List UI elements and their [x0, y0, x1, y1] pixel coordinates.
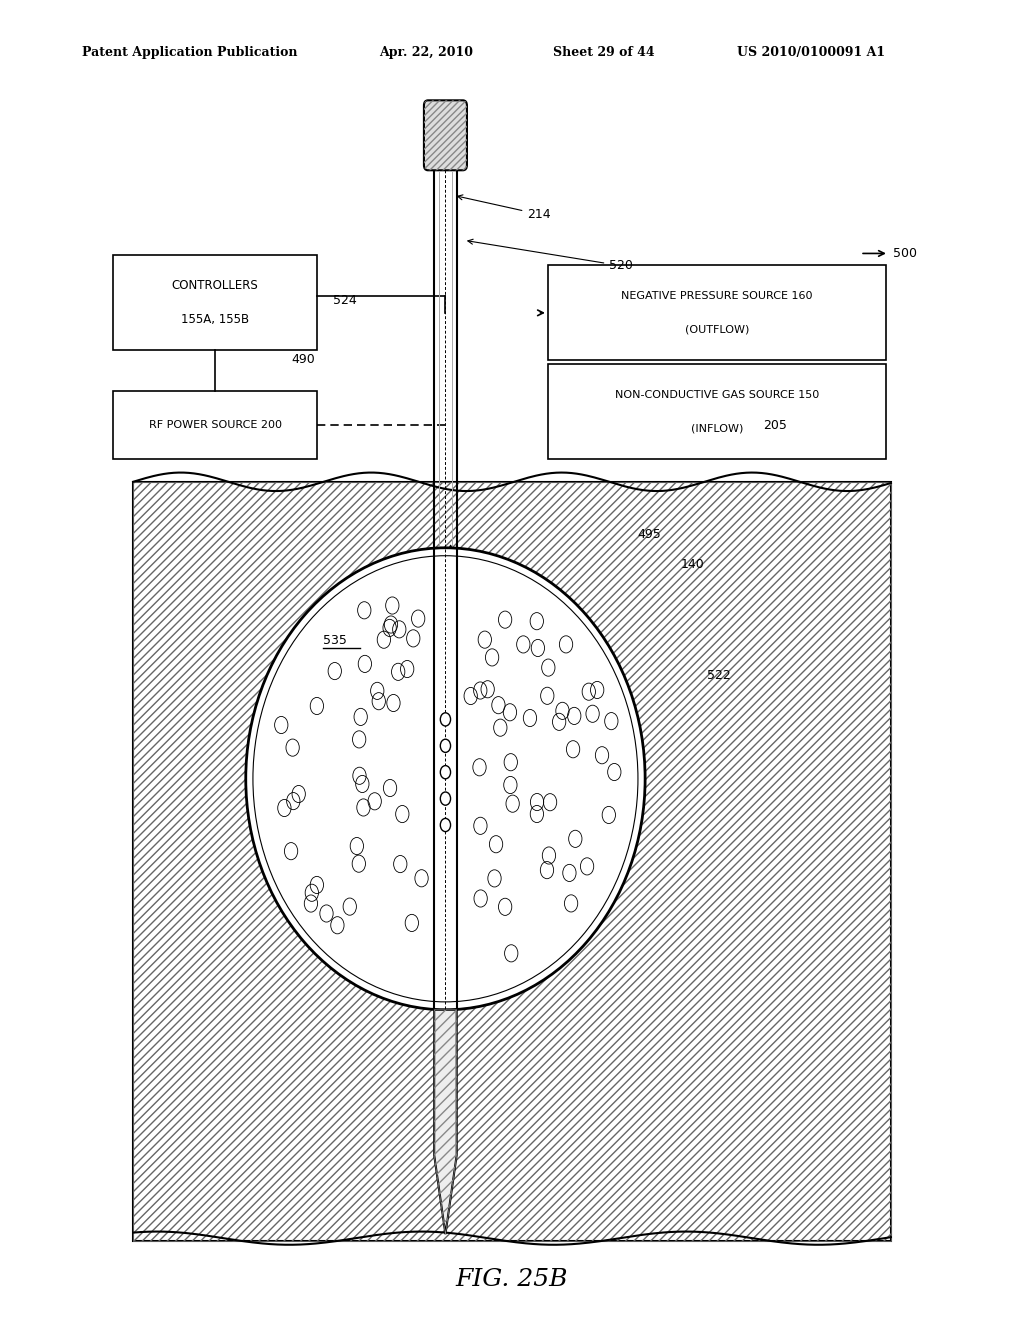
Text: 214: 214: [458, 195, 551, 220]
Text: Patent Application Publication: Patent Application Publication: [82, 46, 297, 59]
Text: 495: 495: [637, 528, 660, 541]
Text: 490: 490: [292, 352, 315, 366]
Text: (OUTFLOW): (OUTFLOW): [685, 325, 749, 335]
Text: 205: 205: [763, 418, 786, 432]
Text: 520: 520: [468, 239, 633, 272]
Text: (INFLOW): (INFLOW): [690, 424, 743, 434]
Text: Sheet 29 of 44: Sheet 29 of 44: [553, 46, 654, 59]
Text: 250: 250: [307, 937, 331, 950]
Polygon shape: [133, 482, 891, 1241]
Text: US 2010/0100091 A1: US 2010/0100091 A1: [737, 46, 886, 59]
Bar: [548, 265, 886, 360]
Polygon shape: [434, 1010, 457, 1234]
Text: Apr. 22, 2010: Apr. 22, 2010: [379, 46, 473, 59]
FancyBboxPatch shape: [424, 100, 467, 170]
Text: CONTROLLERS: CONTROLLERS: [172, 279, 258, 292]
Circle shape: [440, 792, 451, 805]
Text: FIG. 25B: FIG. 25B: [456, 1269, 568, 1291]
Text: NEGATIVE PRESSURE SOURCE 160: NEGATIVE PRESSURE SOURCE 160: [621, 290, 813, 301]
Circle shape: [440, 818, 451, 832]
Circle shape: [440, 766, 451, 779]
Circle shape: [440, 713, 451, 726]
Bar: [548, 364, 886, 459]
Text: 522: 522: [707, 669, 730, 682]
Text: NON-CONDUCTIVE GAS SOURCE 150: NON-CONDUCTIVE GAS SOURCE 150: [614, 389, 819, 400]
Text: 500: 500: [893, 247, 916, 260]
Text: RF POWER SOURCE 200: RF POWER SOURCE 200: [148, 420, 282, 430]
Text: 535: 535: [323, 634, 346, 647]
Bar: [113, 255, 317, 350]
Text: 140: 140: [681, 558, 705, 572]
Text: 524: 524: [333, 294, 356, 308]
Ellipse shape: [246, 548, 645, 1010]
Bar: [113, 391, 317, 459]
Text: 155A, 155B: 155A, 155B: [181, 313, 249, 326]
Circle shape: [440, 739, 451, 752]
